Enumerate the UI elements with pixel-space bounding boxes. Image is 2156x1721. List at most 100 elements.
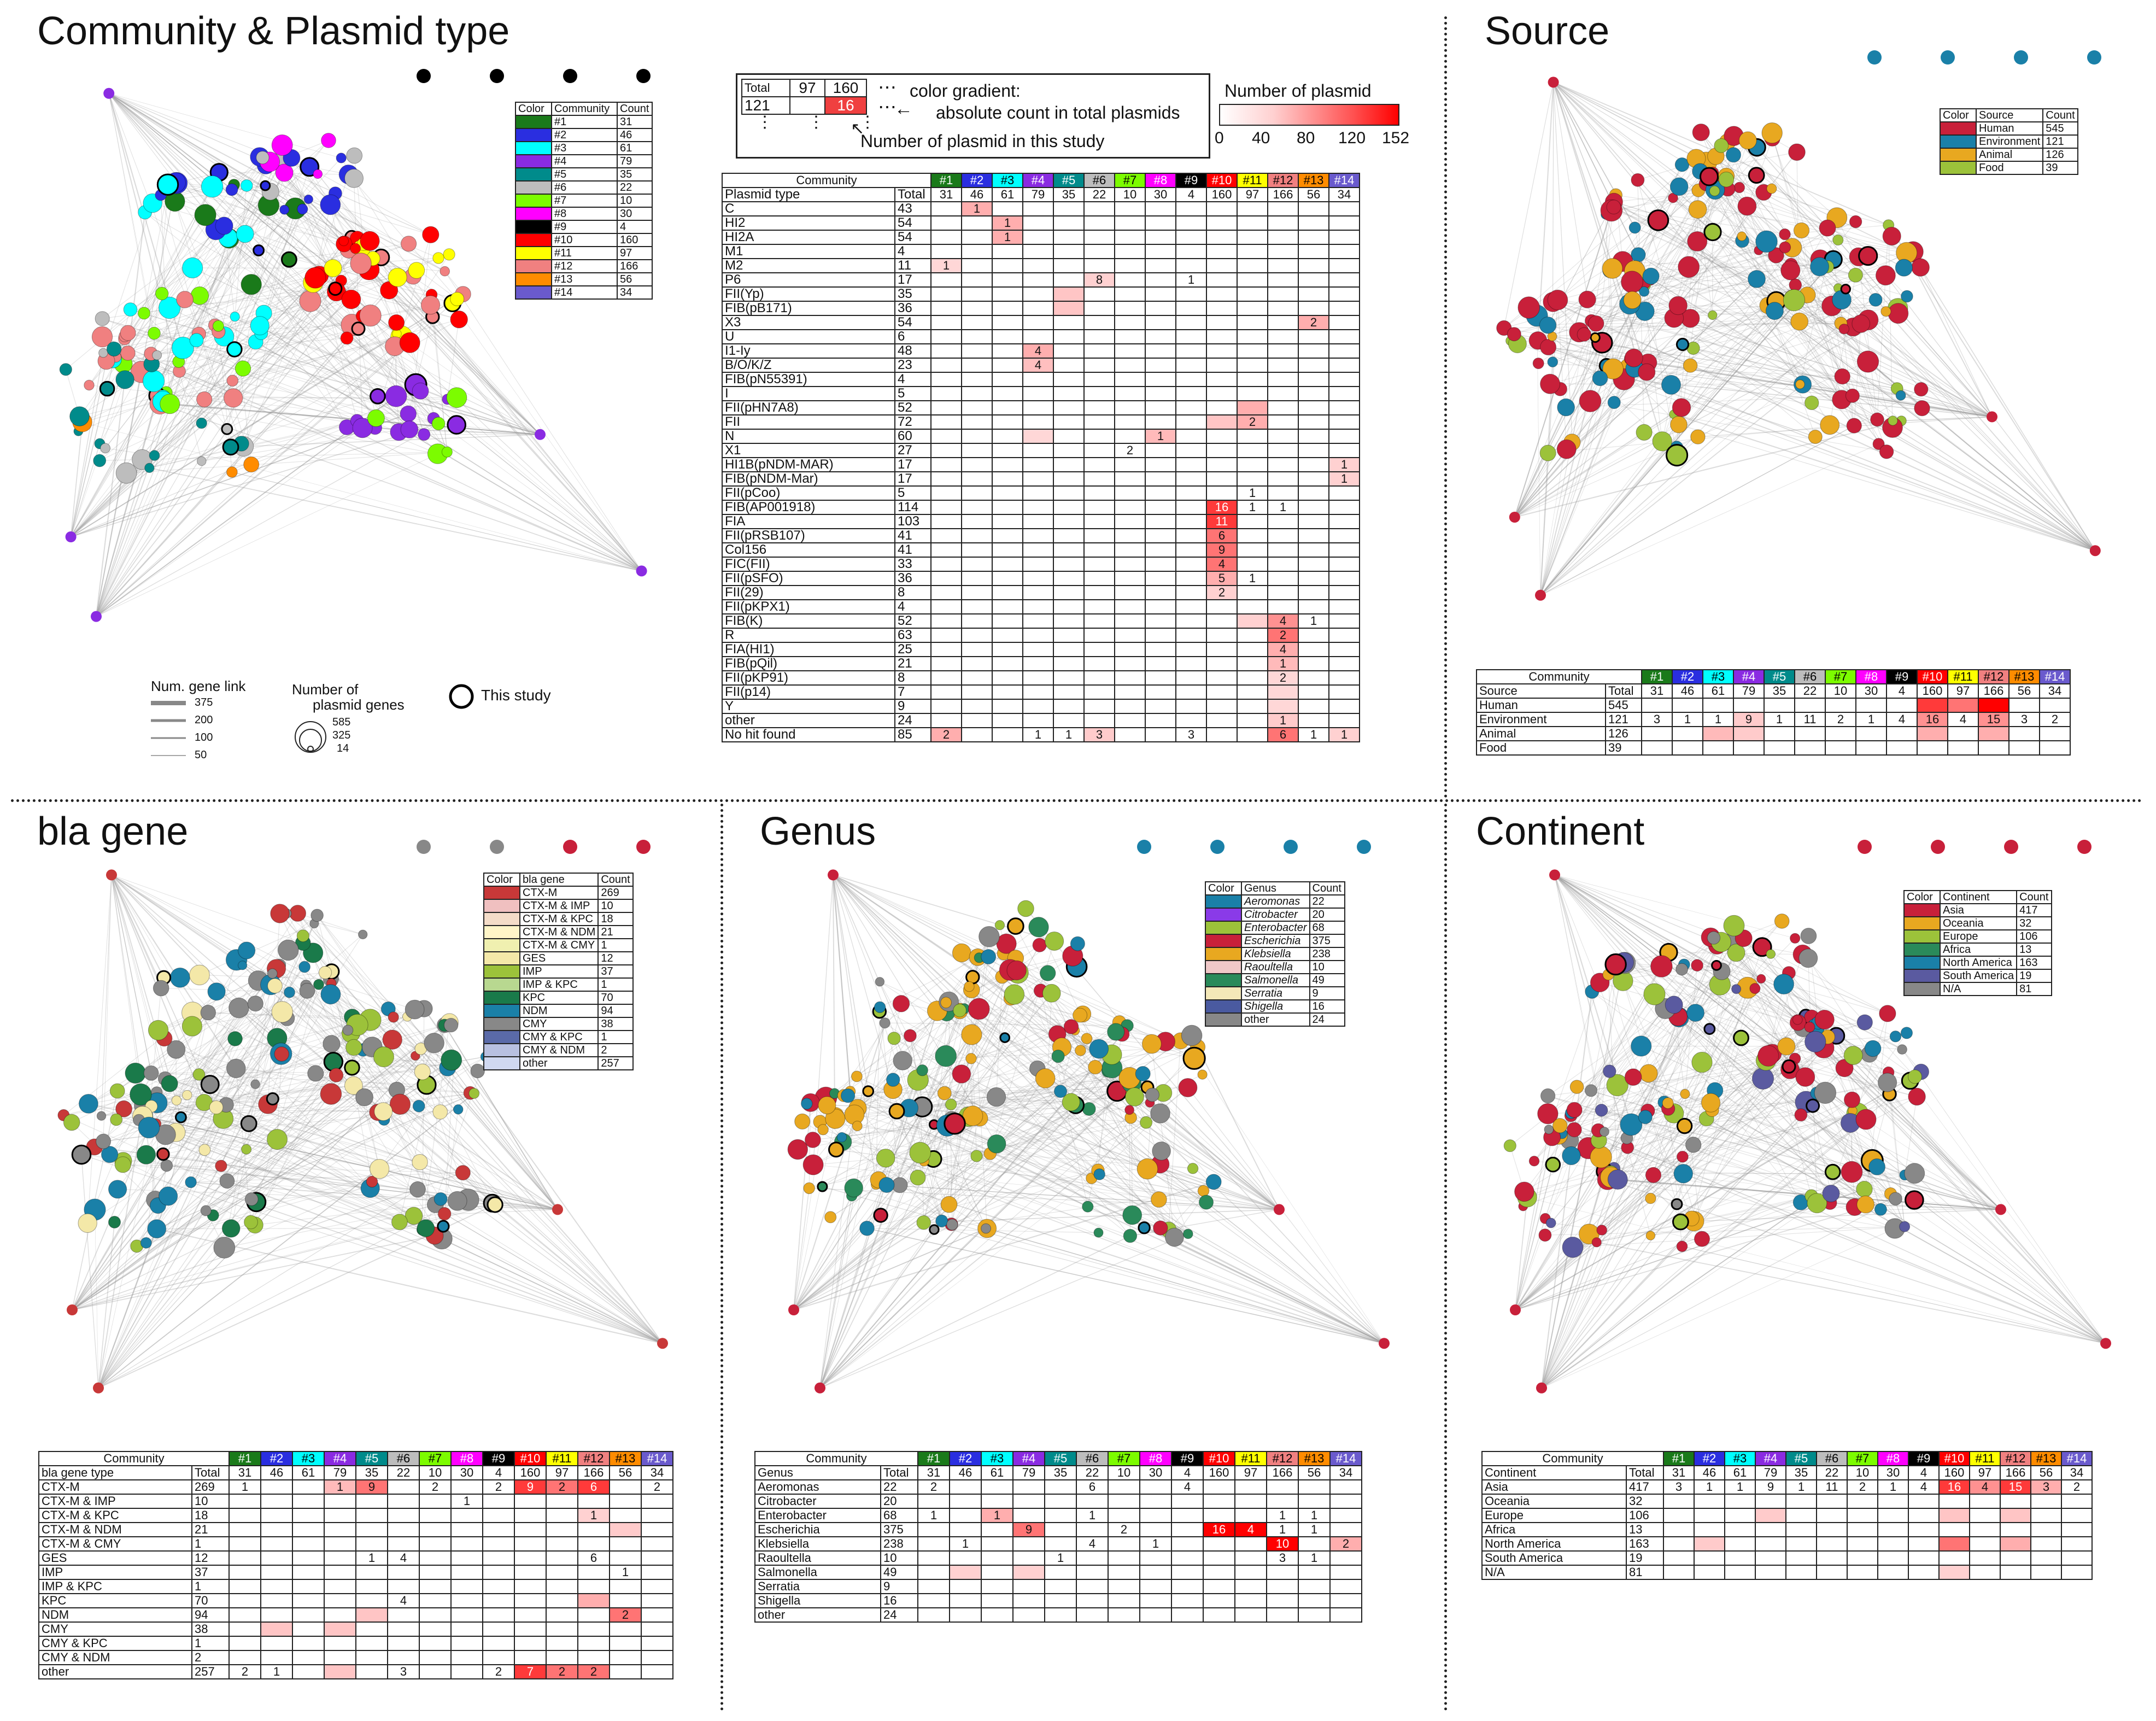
table-cell: [1328, 684, 1360, 700]
table-cell: [1724, 1522, 1756, 1537]
network-node: [115, 462, 137, 484]
table-cell: [961, 315, 993, 330]
table-cell: [514, 1508, 547, 1523]
legend-swatch: [1940, 148, 1977, 162]
table-cell: [1145, 258, 1176, 273]
community-id: #9: [1908, 1451, 1940, 1466]
legend-label: NDM: [519, 1004, 599, 1018]
network-node: [181, 1016, 203, 1037]
table-cell: [1267, 457, 1299, 472]
table-cell: [324, 1636, 356, 1651]
network-node: [841, 1088, 856, 1103]
row-name: P6: [722, 272, 895, 288]
network-node: [340, 331, 354, 345]
legend-swatch: [515, 207, 552, 221]
table-cell: [1139, 1550, 1172, 1566]
network-node: [1532, 358, 1544, 370]
network-community: [59, 87, 647, 622]
table-cell: [1267, 315, 1299, 330]
legend-label: #6: [551, 180, 618, 195]
network-node: [299, 290, 321, 312]
genes-title-2: plasmid genes: [313, 696, 405, 713]
community-count: 46: [1672, 683, 1703, 699]
table-cell: [1237, 286, 1268, 302]
community-id: #10: [514, 1451, 547, 1466]
row-name: other: [754, 1607, 881, 1623]
table-cell: 2: [546, 1479, 578, 1495]
table-cell: [609, 1622, 642, 1637]
table-cell: [1298, 557, 1329, 572]
network-node: [1864, 1040, 1882, 1057]
table-cell: [387, 1536, 420, 1552]
network-node: [1768, 247, 1784, 264]
network-node: [388, 267, 407, 287]
network-node: [1631, 173, 1645, 187]
table-cell: [1114, 258, 1146, 273]
table-cell: [1114, 599, 1146, 614]
network-node: [1911, 258, 1930, 277]
table-cell: [1145, 230, 1176, 245]
network-node: [1592, 370, 1608, 387]
table-cell: [1053, 514, 1085, 529]
row-name: CMY & NDM: [38, 1650, 192, 1665]
table-cell: [1053, 528, 1085, 543]
table-cell: [1328, 258, 1360, 273]
network-hub-node: [2100, 1338, 2111, 1349]
table-cell: [1022, 542, 1054, 558]
legend-label: #3: [551, 141, 618, 155]
table-cell: [1083, 599, 1115, 614]
network-node: [110, 1113, 123, 1126]
network-node: [320, 1083, 342, 1105]
table-cell: [1969, 1522, 2001, 1537]
table-cell: [1329, 1508, 1362, 1523]
table-cell: 4: [1267, 642, 1299, 657]
table-row: FIB(pB171) 36: [722, 301, 1360, 316]
network-node: [1645, 1231, 1656, 1240]
network-node: [879, 1017, 890, 1029]
legend-swatch: [1205, 921, 1242, 935]
table-cell: [961, 585, 993, 600]
table-cell: [419, 1664, 452, 1679]
table-cell: [1816, 1508, 1848, 1523]
table-cell: [1663, 1565, 1695, 1580]
network-hub-node: [657, 1338, 668, 1349]
network-node: [95, 311, 110, 326]
table-cell: [260, 1650, 293, 1665]
row-total: 9: [894, 699, 931, 714]
table-cell: [229, 1550, 261, 1566]
legend-swatch: [1903, 969, 1941, 983]
network-node: [1545, 1217, 1556, 1228]
network-node: [994, 920, 1005, 930]
table-cell: [1022, 230, 1054, 245]
community-count: 46: [961, 187, 993, 202]
table-cell: [1206, 315, 1238, 330]
table-cell: [1266, 1607, 1299, 1623]
row-name: IMP: [38, 1565, 192, 1580]
table-cell: [961, 358, 993, 373]
network-node: [399, 332, 420, 353]
legend-row: Human 545: [1940, 121, 2079, 136]
community-id: #5: [1764, 669, 1795, 684]
table-cell: 4: [1969, 1479, 2001, 1495]
table-cell: [355, 1494, 388, 1509]
table-cell: [482, 1508, 515, 1523]
table-cell: [355, 1565, 388, 1580]
table-row: Environment 121 3 1 1 9 1 11 2 1 4 16 4 15 3 2: [1476, 712, 2071, 727]
community-count: 61: [1724, 1465, 1756, 1480]
table-cell: [1044, 1494, 1077, 1509]
network-node: [1686, 1004, 1705, 1022]
table-cell: [1298, 684, 1329, 700]
network-node: [1007, 917, 1024, 935]
community-id: #3: [1724, 1451, 1756, 1466]
table-cell: [1022, 642, 1054, 657]
table-cell: [482, 1607, 515, 1623]
network-node: [888, 1103, 905, 1120]
table-cell: [1938, 1494, 1970, 1509]
network-node: [300, 157, 320, 177]
table-cell: [961, 443, 993, 458]
network-node: [1685, 1137, 1702, 1153]
legend-row: #11 97: [515, 246, 653, 260]
table-cell: [1267, 400, 1299, 415]
table-row: Escherichia 375 9 2 16 4 1 1: [754, 1522, 1362, 1537]
table-cell: [992, 599, 1023, 614]
